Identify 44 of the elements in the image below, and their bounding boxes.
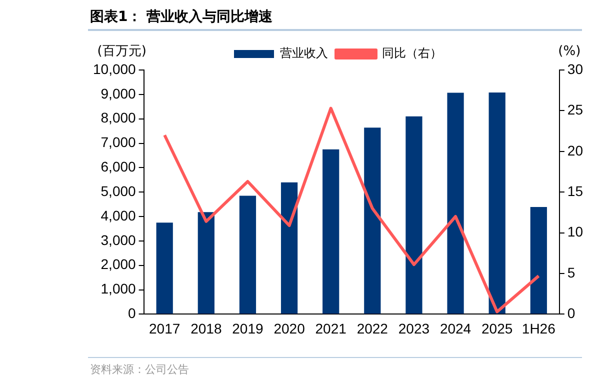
y-tick-label: 9,000: [100, 85, 136, 102]
bar: [530, 206, 547, 314]
y-tick-label: 0: [128, 305, 136, 322]
chart-title: 图表1： 营业收入与同比增速: [90, 8, 273, 26]
y-tick-label: 3,000: [100, 232, 136, 248]
x-tick-label: 2022: [356, 320, 388, 336]
x-tick-label: 2019: [232, 320, 264, 336]
y2-tick-label: 5: [567, 264, 576, 280]
y-tick-label: 4,000: [100, 207, 136, 224]
x-tick-label: 2024: [440, 320, 472, 336]
bar: [280, 182, 298, 314]
y-tick-label: 6,000: [100, 158, 136, 175]
x-tick-label: 2020: [274, 320, 306, 336]
y2-tick-label: 10: [567, 224, 584, 240]
y-tick-label: 5,000: [100, 182, 136, 199]
legend-label: 同比（右）: [382, 46, 442, 60]
y2-tick-label: 15: [567, 182, 584, 199]
bar: [156, 222, 173, 314]
bar: [239, 196, 256, 314]
y-axis-title: (百万元): [97, 44, 146, 59]
x-tick-label: 2023: [398, 320, 430, 336]
bar: [406, 116, 422, 314]
x-tick-label: 2025: [482, 320, 513, 336]
y-tick-label: 7,000: [100, 134, 136, 150]
y-tick-label: 2,000: [100, 256, 136, 272]
x-tick-label: 2021: [315, 320, 347, 336]
y-tick-label: 8,000: [100, 110, 136, 126]
bar: [447, 92, 464, 314]
y2-tick-label: 30: [567, 60, 584, 77]
bar: [488, 92, 506, 314]
y-tick-label: 10,000: [92, 60, 136, 77]
bar: [322, 149, 340, 314]
legend-label: 营业收入: [280, 46, 328, 60]
x-tick-label: 2017: [149, 320, 180, 336]
text: 资料来源：公司公告: [90, 362, 189, 377]
y2-tick-label: 0: [567, 305, 576, 322]
y2-axis-title: (%): [558, 44, 581, 59]
bar: [364, 128, 381, 314]
x-tick-label: 1H26: [522, 320, 556, 336]
y2-tick-label: 25: [567, 102, 584, 118]
y-tick-label: 1,000: [100, 280, 136, 297]
y2-tick-label: 20: [567, 142, 584, 158]
x-tick-label: 2018: [190, 320, 222, 336]
bar: [198, 212, 214, 314]
